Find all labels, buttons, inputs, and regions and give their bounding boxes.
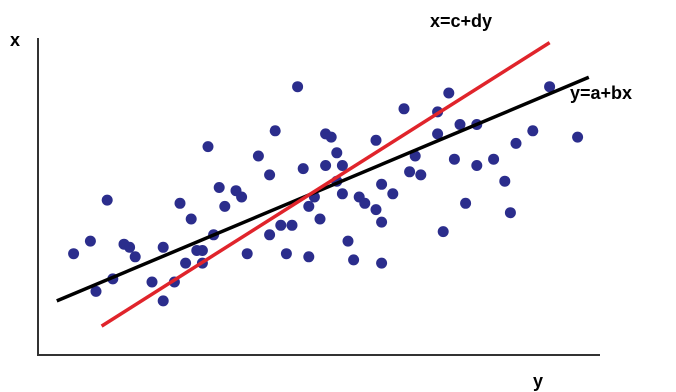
data-point-4 xyxy=(101,194,113,206)
data-point-22 xyxy=(219,200,231,212)
data-point-26 xyxy=(252,150,264,162)
data-point-73 xyxy=(527,125,539,137)
data-point-36 xyxy=(303,251,315,263)
data-point-65 xyxy=(454,119,466,130)
data-point-72 xyxy=(510,137,522,149)
regression-lines xyxy=(56,41,590,328)
data-point-29 xyxy=(269,125,281,137)
data-point-25 xyxy=(241,248,253,260)
data-point-69 xyxy=(488,153,500,165)
data-point-42 xyxy=(331,147,343,159)
data-points xyxy=(68,81,584,307)
data-point-75 xyxy=(572,131,584,143)
data-point-44 xyxy=(336,160,348,171)
data-point-54 xyxy=(376,257,388,269)
data-point-70 xyxy=(499,175,511,187)
data-point-59 xyxy=(415,169,427,181)
data-point-43 xyxy=(336,188,348,200)
data-point-64 xyxy=(448,153,460,165)
data-point-3 xyxy=(90,285,102,297)
data-point-38 xyxy=(314,213,326,225)
data-point-14 xyxy=(180,257,192,269)
data-point-49 xyxy=(359,197,371,209)
data-point-56 xyxy=(398,103,410,115)
data-point-71 xyxy=(504,207,516,219)
data-point-46 xyxy=(342,235,354,247)
data-point-47 xyxy=(348,254,360,266)
data-point-41 xyxy=(325,131,337,143)
data-point-55 xyxy=(387,188,399,200)
data-point-30 xyxy=(275,219,287,231)
data-point-62 xyxy=(437,226,449,238)
data-point-61 xyxy=(432,128,444,140)
data-point-74 xyxy=(544,81,556,93)
data-point-17 xyxy=(196,245,208,256)
data-point-7 xyxy=(124,241,136,253)
data-point-63 xyxy=(443,87,455,99)
data-point-28 xyxy=(264,229,276,241)
data-point-13 xyxy=(174,197,186,209)
data-point-15 xyxy=(185,213,197,225)
series-label-red-line: x=c+dy xyxy=(430,11,492,31)
vertical-axis-label: x xyxy=(10,30,20,50)
data-point-34 xyxy=(297,163,309,175)
data-point-32 xyxy=(286,219,298,231)
data-point-27 xyxy=(264,169,276,181)
data-point-1 xyxy=(68,248,80,260)
regression-line-red xyxy=(100,41,551,328)
horizontal-axis-label: y xyxy=(533,371,543,391)
data-point-57 xyxy=(404,166,416,178)
data-point-50 xyxy=(370,204,382,216)
data-point-31 xyxy=(280,248,292,260)
regression-line-black xyxy=(56,75,590,303)
data-point-33 xyxy=(292,81,304,93)
data-point-2 xyxy=(84,235,96,247)
data-point-53 xyxy=(376,216,388,228)
data-point-21 xyxy=(213,182,225,193)
series-label-black-line: y=a+bx xyxy=(570,83,632,103)
data-point-24 xyxy=(236,191,248,203)
data-point-40 xyxy=(320,160,332,171)
data-point-66 xyxy=(460,197,472,209)
data-point-51 xyxy=(370,134,382,146)
data-point-10 xyxy=(157,241,169,253)
data-point-8 xyxy=(129,251,141,263)
data-point-11 xyxy=(157,295,169,307)
data-point-19 xyxy=(202,141,214,153)
data-point-35 xyxy=(303,200,315,212)
data-point-9 xyxy=(146,276,158,288)
data-point-52 xyxy=(376,178,388,190)
data-point-68 xyxy=(471,160,483,171)
